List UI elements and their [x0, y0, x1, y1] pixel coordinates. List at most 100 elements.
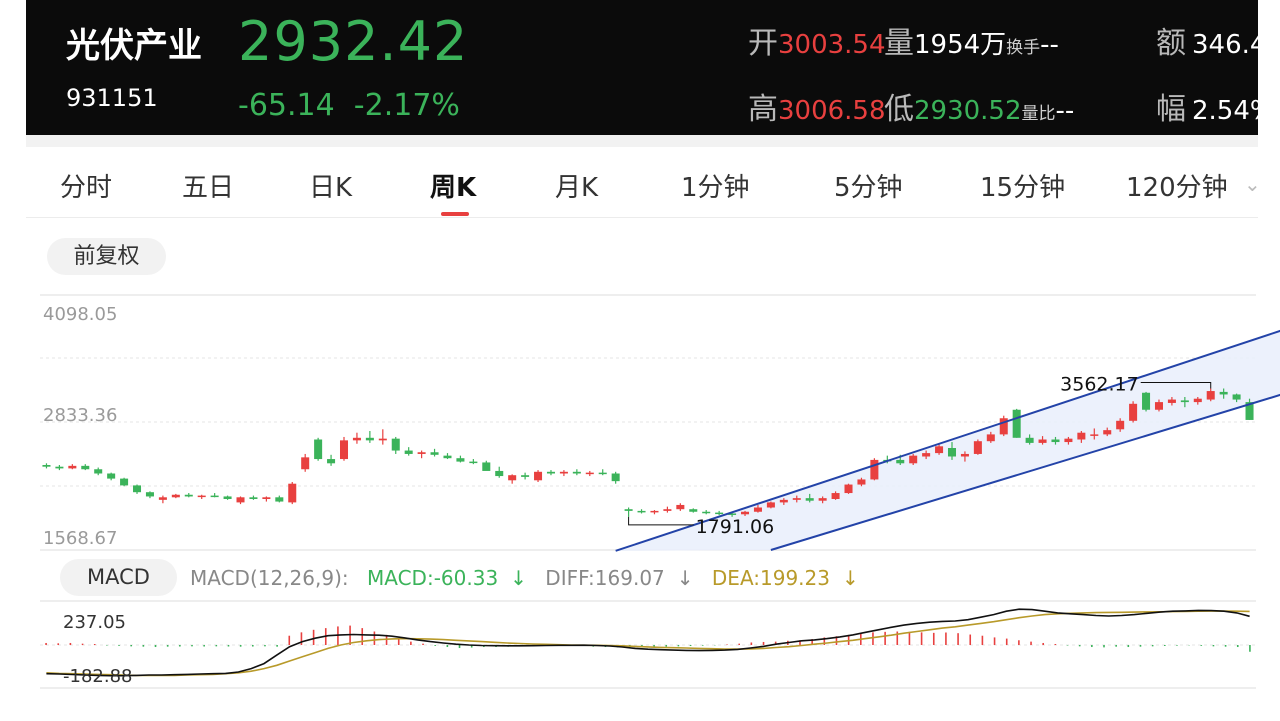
candle	[120, 477, 129, 487]
candle	[1167, 397, 1176, 406]
candle-body	[417, 452, 426, 454]
candle	[676, 503, 685, 511]
candle	[947, 442, 957, 460]
candle-body	[1245, 402, 1254, 420]
candle-body	[275, 497, 284, 502]
candle-body	[1051, 439, 1060, 443]
candle	[1193, 397, 1202, 405]
candle	[197, 494, 206, 499]
low-label: 低	[884, 92, 914, 127]
candle-body	[1193, 398, 1202, 403]
tab-15min[interactable]: 15分钟	[980, 173, 1066, 203]
candle	[637, 509, 646, 514]
adjustment-toggle[interactable]: 前复权	[47, 238, 166, 275]
candle-body	[792, 498, 801, 500]
candle	[766, 501, 775, 509]
left-gutter	[0, 0, 26, 721]
tab-120min[interactable]: 120分钟	[1126, 173, 1228, 203]
candle-body	[960, 453, 969, 457]
y-axis-label: 4098.05	[43, 304, 117, 325]
candle	[288, 482, 297, 505]
candle	[145, 491, 154, 499]
macd-value-text: MACD:-60.33	[367, 566, 499, 590]
vol-ratio-value: --	[1055, 96, 1075, 126]
candle-body	[637, 510, 646, 513]
last-price: 2932.42	[238, 10, 469, 73]
candle	[702, 510, 711, 515]
candle-body	[598, 472, 607, 475]
candle-body	[1206, 391, 1215, 400]
candle-body	[663, 509, 672, 511]
candle	[391, 436, 400, 454]
candle	[236, 496, 245, 505]
candle	[1219, 388, 1228, 399]
candle	[1077, 431, 1086, 443]
candle	[301, 453, 310, 472]
candle-body	[1025, 437, 1034, 443]
candle-body	[1129, 403, 1138, 421]
candle-body	[120, 478, 129, 486]
candle-body	[391, 438, 400, 451]
candle-body	[779, 499, 788, 503]
open-label: 开	[748, 26, 778, 61]
candle	[352, 432, 361, 444]
candle-body	[495, 470, 504, 477]
candle-body	[870, 459, 879, 480]
candle-body	[572, 471, 581, 474]
candle	[482, 460, 491, 471]
candle	[572, 469, 581, 476]
candle	[999, 415, 1008, 437]
tab-1min[interactable]: 1分钟	[681, 173, 750, 203]
candle	[585, 470, 594, 477]
volume-label: 量	[884, 26, 914, 61]
candle	[857, 477, 866, 487]
indicator-selector[interactable]: MACD	[60, 559, 177, 596]
candle-body	[831, 493, 840, 499]
candle-body	[210, 495, 219, 498]
candle-body	[1116, 420, 1125, 430]
amplitude-label: 幅	[1156, 92, 1186, 127]
candle	[986, 431, 995, 443]
tab-intraday[interactable]: 分时	[60, 173, 113, 203]
channel-lower-line	[770, 393, 1280, 551]
candle	[559, 470, 568, 477]
candle-body	[715, 512, 724, 515]
volume-value: 1954万	[914, 30, 1007, 60]
tab-weekly-k[interactable]: 周K	[430, 173, 477, 203]
candle	[314, 437, 323, 461]
candle-body	[469, 461, 478, 464]
candle-body	[1103, 430, 1112, 435]
candle	[611, 471, 620, 484]
candle-body	[236, 497, 245, 503]
chevron-down-icon[interactable]: ⌄	[1244, 172, 1261, 196]
candle	[404, 447, 413, 456]
high-marker-line	[1140, 382, 1212, 389]
candle-body	[378, 438, 387, 441]
tab-five-day[interactable]: 五日	[182, 173, 235, 203]
candle-body	[1180, 400, 1189, 403]
index-code: 931151	[66, 84, 158, 112]
candle	[960, 451, 969, 462]
candle-body	[521, 475, 530, 477]
candle-body	[430, 452, 439, 455]
candle-body	[1038, 439, 1047, 443]
candle-body	[857, 479, 866, 485]
period-tabs: 分时 五日 日K 周K 月K 1分钟 5分钟 15分钟 120分钟	[26, 147, 1258, 218]
tab-monthly-k[interactable]: 月K	[555, 173, 599, 203]
candle	[378, 429, 387, 445]
tab-daily-k[interactable]: 日K	[309, 173, 353, 203]
candle	[42, 463, 51, 469]
tab-5min[interactable]: 5分钟	[834, 173, 903, 203]
candle	[1180, 397, 1189, 408]
macd-legend: MACD(12,26,9): MACD:-60.33 ↓ DIFF:169.07 ↓…	[190, 566, 871, 590]
open-stat: 开3003.54	[748, 18, 886, 62]
candle	[753, 504, 762, 513]
candle-body	[339, 440, 349, 460]
candle-body	[741, 511, 750, 515]
candle	[1064, 436, 1073, 445]
candle-body	[158, 497, 167, 500]
candle	[779, 498, 788, 505]
candle-body	[1012, 409, 1021, 438]
candle	[1012, 408, 1021, 438]
